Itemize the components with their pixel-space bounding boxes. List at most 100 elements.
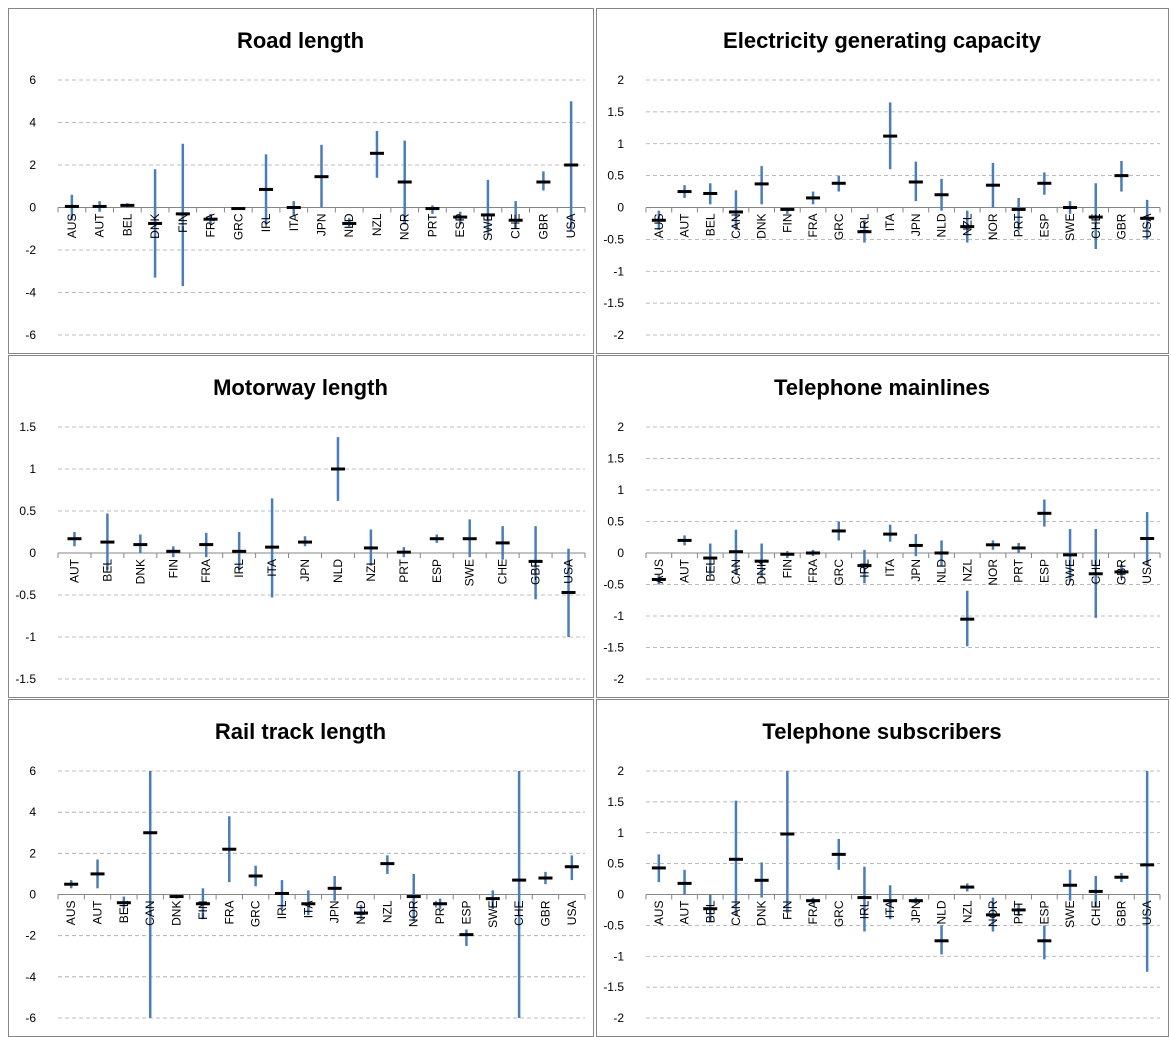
x-tick-label: ITA xyxy=(883,901,897,919)
panel-border xyxy=(8,8,594,354)
x-tick-label: IRL xyxy=(857,559,871,578)
y-tick-label: 2 xyxy=(617,420,624,434)
chart-panel: Motorway length -1.5 -1 -0.5 0 0.5 1 1.5 AUT BEL D… xyxy=(8,355,594,698)
x-tick-label: PRT xyxy=(1012,900,1026,924)
chart-title: Motorway length xyxy=(213,375,388,400)
y-tick-label: -6 xyxy=(25,1011,36,1025)
x-tick-label: CAN xyxy=(729,214,743,239)
chart-title: Electricity generating capacity xyxy=(723,28,1042,53)
x-tick-label: GBR xyxy=(1114,213,1128,239)
y-tick-label: 2 xyxy=(29,846,36,860)
x-tick-label: BEL xyxy=(117,900,131,923)
x-tick-label: AUS xyxy=(652,214,666,239)
y-tick-label: 6 xyxy=(29,73,36,87)
chart-panel: Telephone mainlines -2 -1.5 -1 -0.5 0 0.5 1 1.5 2… xyxy=(596,355,1169,698)
chart-title: Rail track length xyxy=(215,719,386,744)
chart-title: Telephone subscribers xyxy=(762,719,1001,744)
x-tick-label: NLD xyxy=(342,213,356,237)
x-tick-label: SWE xyxy=(486,901,500,928)
x-tick-label: USA xyxy=(1140,901,1154,926)
x-tick-label: CHE xyxy=(512,901,526,926)
x-tick-label: USA xyxy=(565,901,579,926)
x-tick-label: NLD xyxy=(935,559,949,583)
x-tick-label: PRT xyxy=(425,213,439,237)
y-tick-label: 0.5 xyxy=(19,504,36,518)
x-tick-label: AUS xyxy=(65,214,79,239)
x-tick-label: PRT xyxy=(1012,213,1026,237)
x-tick-label: AUT xyxy=(93,213,107,238)
y-tick-label: 0.5 xyxy=(607,857,624,871)
y-tick-label: 1 xyxy=(29,462,36,476)
x-tick-label: GRC xyxy=(832,559,846,586)
x-tick-label: AUT xyxy=(678,900,692,925)
x-tick-label: SWE xyxy=(481,213,495,240)
y-tick-label: -1 xyxy=(613,264,624,278)
x-tick-label: IRL xyxy=(275,900,289,919)
y-tick-label: -4 xyxy=(25,970,36,984)
chart-panel: Telephone subscribers -2 -1.5 -1 -0.5 0 0.5 1 1.… xyxy=(596,699,1169,1037)
x-tick-label: AUS xyxy=(64,901,78,926)
y-tick-label: 2 xyxy=(29,158,36,172)
chart-panel: Electricity generating capacity -2 -1.5 -1 -… xyxy=(596,8,1169,354)
x-tick-label: AUS xyxy=(652,901,666,926)
x-tick-label: ESP xyxy=(459,901,473,925)
y-tick-label: 6 xyxy=(29,764,36,778)
x-tick-label: PRT xyxy=(433,900,447,924)
y-tick-label: 0 xyxy=(617,888,624,902)
x-tick-label: BEL xyxy=(100,559,114,582)
x-tick-label: FIN xyxy=(176,214,190,233)
y-tick-label: -2 xyxy=(613,328,624,342)
x-tick-label: NOR xyxy=(986,213,1000,240)
panel-border xyxy=(8,355,594,698)
y-tick-label: -1 xyxy=(613,609,624,623)
x-tick-label: NOR xyxy=(986,900,1000,927)
x-tick-label: FIN xyxy=(196,901,210,920)
y-tick-label: 1.5 xyxy=(607,105,624,119)
y-tick-label: -0.5 xyxy=(603,578,624,592)
y-tick-label: -4 xyxy=(25,286,36,300)
x-tick-label: JPN xyxy=(298,559,312,582)
y-tick-label: 2 xyxy=(617,764,624,778)
x-tick-label: JPN xyxy=(328,901,342,924)
x-tick-label: JPN xyxy=(909,901,923,924)
x-tick-label: ITA xyxy=(265,559,279,577)
y-tick-label: 1 xyxy=(617,826,624,840)
y-tick-label: 2 xyxy=(617,73,624,87)
chart-title: Road length xyxy=(237,28,364,53)
y-tick-label: 1 xyxy=(617,137,624,151)
y-tick-label: 0 xyxy=(29,888,36,902)
y-tick-label: -2 xyxy=(25,929,36,943)
x-tick-label: FRA xyxy=(806,901,820,925)
x-tick-label: BEL xyxy=(703,900,717,923)
y-tick-label: -0.5 xyxy=(603,232,624,246)
y-tick-label: -6 xyxy=(25,328,36,342)
x-tick-label: NOR xyxy=(407,900,421,927)
x-tick-label: NLD xyxy=(354,900,368,924)
y-tick-label: 0.5 xyxy=(607,515,624,529)
y-tick-label: 1.5 xyxy=(19,420,36,434)
x-tick-label: NZL xyxy=(364,559,378,582)
x-tick-label: IRL xyxy=(857,213,871,232)
panel-border xyxy=(8,699,594,1037)
x-tick-label: USA xyxy=(564,214,578,239)
x-tick-label: FRA xyxy=(806,559,820,583)
x-tick-label: NOR xyxy=(398,213,412,240)
y-tick-label: -1.5 xyxy=(603,296,624,310)
y-tick-label: -1 xyxy=(25,630,36,644)
x-tick-label: ESP xyxy=(1037,214,1051,238)
x-tick-label: CHE xyxy=(1089,559,1103,584)
x-tick-label: SWE xyxy=(1063,214,1077,241)
y-tick-label: 0 xyxy=(29,201,36,215)
chart-panel: Rail track length -6 -4 -2 0 2 4 6 AUS AUT BEL CAN D… xyxy=(8,699,594,1037)
panel-border xyxy=(596,699,1169,1037)
x-tick-label: FRA xyxy=(222,901,236,925)
x-tick-label: ESP xyxy=(1037,559,1051,583)
x-tick-label: IRL xyxy=(259,213,273,232)
x-tick-label: DNK xyxy=(170,901,184,926)
x-tick-label: ESP xyxy=(453,214,467,238)
x-tick-label: CHE xyxy=(1089,901,1103,926)
x-tick-label: SWE xyxy=(1063,559,1077,586)
y-tick-label: -1.5 xyxy=(603,641,624,655)
x-tick-label: CAN xyxy=(729,901,743,926)
